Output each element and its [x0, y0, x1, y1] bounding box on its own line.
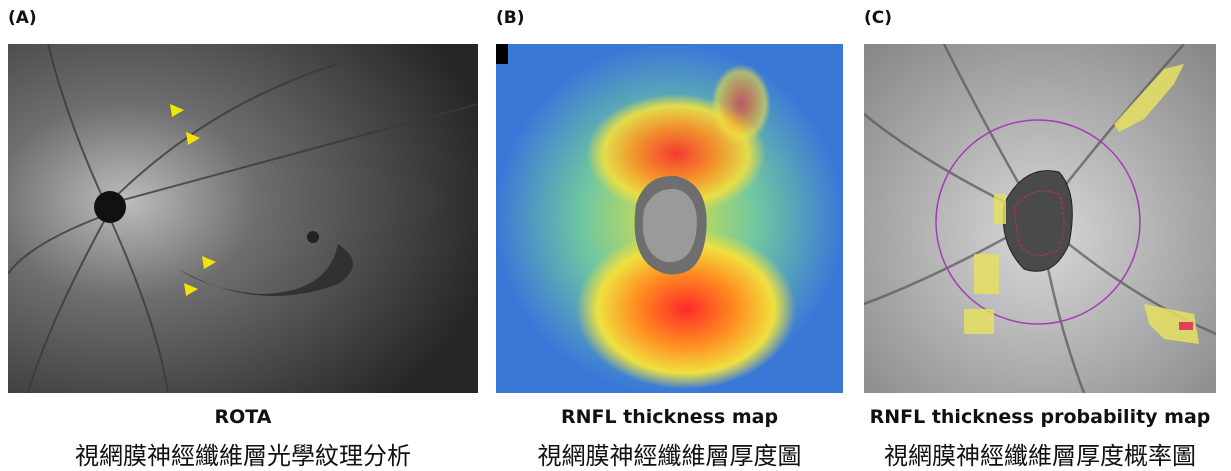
panel-title: RNFL thickness map [496, 406, 843, 428]
probability-map [864, 44, 1216, 393]
panel-subtitle: 視網膜神經纖維層光學紋理分析 [8, 436, 478, 471]
thickness-map [496, 44, 843, 393]
panel-title: ROTA [8, 406, 478, 428]
panel-title: RNFL thickness probability map [854, 406, 1226, 428]
figure: (A) (B) (C) [0, 0, 1231, 471]
panel-label: (A) [8, 8, 37, 28]
panel-label: (B) [496, 8, 525, 28]
panel-subtitle: 視網膜神經纖維層厚度概率圖 [854, 436, 1226, 471]
panel-label: (C) [864, 8, 892, 28]
panel-subtitle: 視網膜神經纖維層厚度圖 [496, 436, 843, 471]
rota-image [8, 44, 478, 393]
